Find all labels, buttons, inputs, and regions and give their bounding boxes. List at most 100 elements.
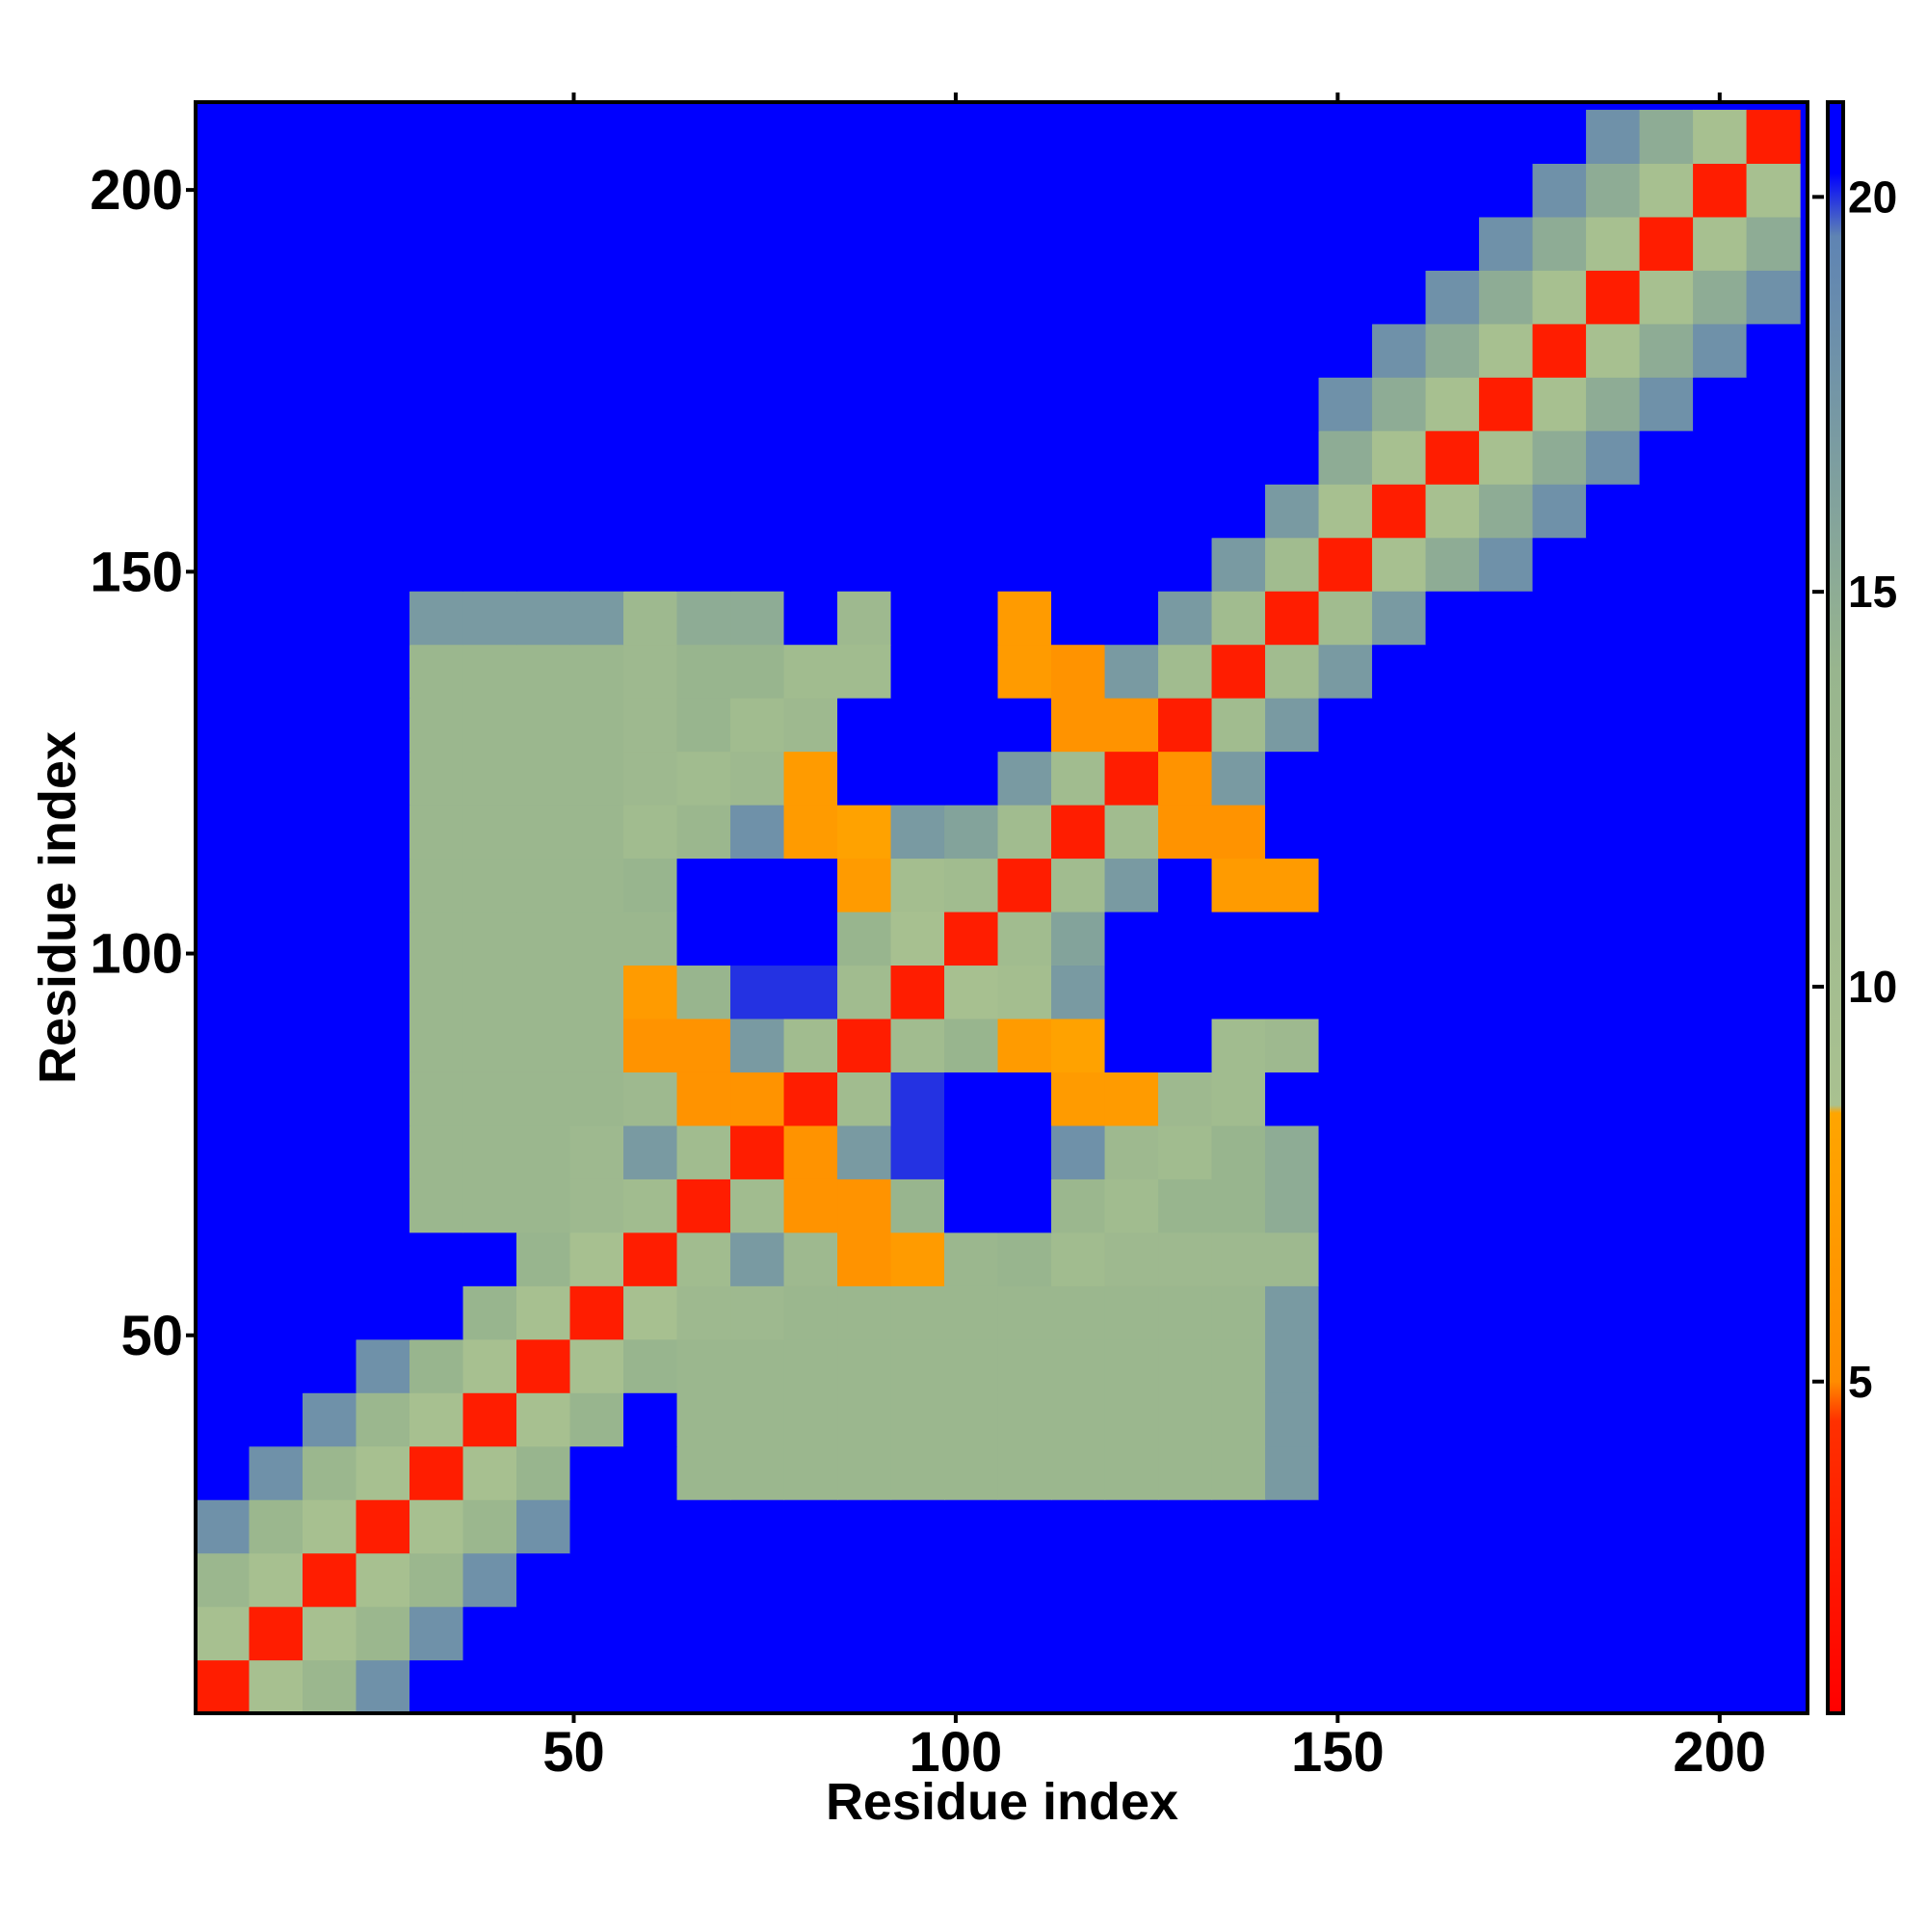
heat-cell: [516, 270, 571, 325]
heat-cell: [303, 109, 357, 164]
heat-cell: [1318, 698, 1373, 753]
heat-cell: [356, 1285, 410, 1340]
heat-cell: [944, 109, 999, 164]
heat-cell: [196, 1392, 251, 1447]
heat-cell: [1479, 1231, 1534, 1286]
heat-cell: [1639, 1125, 1694, 1179]
heat-cell: [303, 484, 357, 539]
heat-cell: [837, 1338, 892, 1393]
heat-cell: [1051, 698, 1106, 753]
heat-cell: [997, 216, 1052, 271]
heat-cell: [356, 270, 410, 325]
heat-cell: [837, 1606, 892, 1661]
heat-cell: [1265, 911, 1320, 966]
heat-cell: [409, 1178, 464, 1233]
heat-cell: [1425, 1499, 1480, 1554]
heat-cell: [1211, 430, 1266, 485]
heat-cell: [997, 1072, 1052, 1126]
heat-cell: [1104, 858, 1159, 913]
heat-cell: [569, 1285, 624, 1340]
heat-cell: [997, 323, 1052, 378]
heat-cell: [1639, 1499, 1694, 1554]
heat-cell: [1425, 270, 1480, 325]
heat-cell: [356, 1392, 410, 1447]
heat-cell: [1532, 644, 1587, 699]
heat-cell: [1639, 216, 1694, 271]
heat-cell: [890, 1072, 945, 1126]
heat-cell: [462, 323, 517, 378]
heat-cell: [997, 751, 1052, 806]
heat-cell: [409, 1231, 464, 1286]
heat-cell: [1479, 430, 1534, 485]
heat-cell: [1639, 109, 1694, 164]
heat-cell: [1372, 591, 1427, 646]
heat-cell: [623, 1231, 678, 1286]
heat-cell: [997, 858, 1052, 913]
heat-cell: [1318, 911, 1373, 966]
heat-cell: [1586, 270, 1641, 325]
heat-cell: [516, 1606, 571, 1661]
heat-cell: [1639, 698, 1694, 753]
heat-cell: [730, 1125, 785, 1179]
heat-cell: [1104, 805, 1159, 860]
heat-cell: [516, 1659, 571, 1713]
heat-cell: [569, 911, 624, 966]
heat-cell: [1051, 109, 1106, 164]
heat-cell: [1051, 805, 1106, 860]
heat-cell: [1693, 1499, 1748, 1554]
heat-cell: [1104, 1338, 1159, 1393]
heat-cell: [569, 537, 624, 592]
heat-cell: [837, 1392, 892, 1447]
heat-cell: [196, 1178, 251, 1233]
x-tick-label: 50: [542, 1721, 605, 1784]
heat-cell: [1158, 270, 1213, 325]
heat-cell: [409, 858, 464, 913]
heat-cell: [1746, 1392, 1801, 1447]
heat-cell: [409, 430, 464, 485]
heat-cell: [196, 270, 251, 325]
heat-cell: [1693, 805, 1748, 860]
heat-cell: [249, 1231, 304, 1286]
heat-cell: [623, 911, 678, 966]
heat-cell: [676, 270, 731, 325]
heat-cell: [303, 216, 357, 271]
heat-cell: [1746, 805, 1801, 860]
heat-cell: [196, 163, 251, 218]
heat-cell: [623, 805, 678, 860]
heat-cell: [1372, 698, 1427, 753]
heat-cell: [409, 1499, 464, 1554]
heat-cell: [356, 591, 410, 646]
heat-cell: [1104, 270, 1159, 325]
heat-cell: [1479, 911, 1534, 966]
heat-cell: [356, 1018, 410, 1072]
heat-cell: [1746, 1125, 1801, 1179]
heat-cell: [1104, 751, 1159, 806]
heat-cell: [1746, 1659, 1801, 1713]
heat-cell: [409, 751, 464, 806]
heat-cell: [1372, 270, 1427, 325]
heat-cell: [303, 698, 357, 753]
heat-cell: [196, 911, 251, 966]
heat-cell: [1265, 1499, 1320, 1554]
heat-cell: [1211, 484, 1266, 539]
heat-cell: [356, 858, 410, 913]
heat-cell: [569, 1072, 624, 1126]
heat-cell: [196, 1659, 251, 1713]
heat-cell: [1104, 1285, 1159, 1340]
heat-cell: [730, 1606, 785, 1661]
heat-cell: [569, 1018, 624, 1072]
heat-cell: [409, 109, 464, 164]
heat-cell: [1051, 430, 1106, 485]
heat-cell: [569, 109, 624, 164]
heat-cell: [1532, 1552, 1587, 1607]
heat-cell: [1158, 1338, 1213, 1393]
heat-cell: [1746, 163, 1801, 218]
heat-cell: [516, 430, 571, 485]
heat-cell: [1746, 270, 1801, 325]
heat-cell: [516, 805, 571, 860]
heat-cell: [783, 537, 838, 592]
heat-cell: [1158, 1018, 1213, 1072]
heat-cell: [623, 698, 678, 753]
heat-cell: [890, 1392, 945, 1447]
heat-cell: [356, 216, 410, 271]
